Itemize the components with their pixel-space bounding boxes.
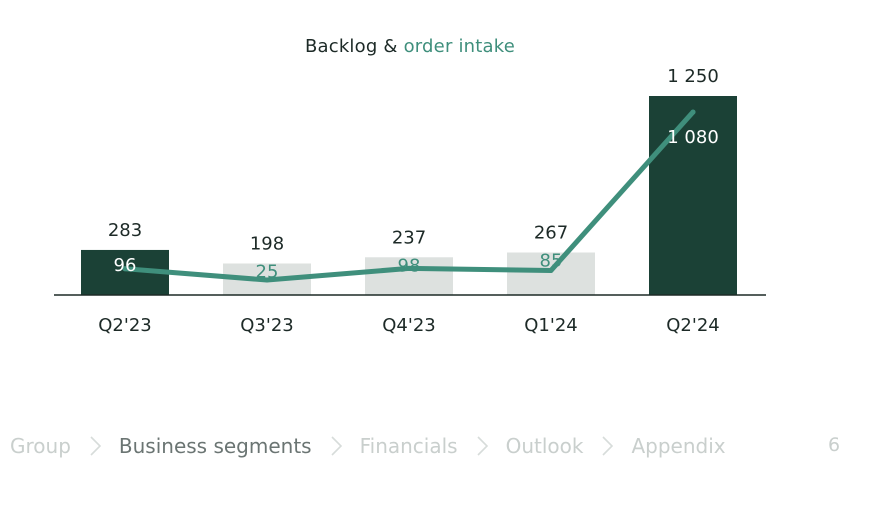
x-tick-label: Q2'24 <box>666 315 719 336</box>
breadcrumb-item-outlook[interactable]: Outlook <box>505 434 584 458</box>
order-intake-point-4 <box>690 109 696 115</box>
order-intake-value-label: 1 080 <box>667 127 719 148</box>
chevron-right-icon <box>477 436 488 456</box>
x-tick-label: Q2'23 <box>98 315 151 336</box>
order-intake-value-label: 98 <box>398 255 421 276</box>
backlog-value-label: 1 250 <box>667 66 719 87</box>
backlog-value-label: 283 <box>108 220 142 241</box>
backlog-value-label: 267 <box>534 222 568 243</box>
bar-4 <box>649 96 737 295</box>
order-intake-value-label: 96 <box>114 255 137 276</box>
order-intake-point-3 <box>548 267 554 273</box>
backlog-order-intake-chart: 283 198 237 267 1 250 96 25 98 85 1 080 Q2'23 Q3'23… <box>54 66 766 336</box>
order-intake-value-label: 25 <box>256 261 279 282</box>
chevron-right-icon <box>331 436 342 456</box>
bar-3 <box>507 252 595 295</box>
chart-title-part2: order intake <box>403 36 516 57</box>
order-intake-point-2 <box>406 265 412 271</box>
order-intake-value-label: 85 <box>540 250 563 271</box>
breadcrumb-item-group[interactable]: Group <box>10 434 71 458</box>
breadcrumb-item-business-segments[interactable]: Business segments <box>118 434 312 458</box>
page-number: 6 <box>828 434 841 456</box>
x-tick-label: Q1'24 <box>524 315 577 336</box>
order-intake-point-0 <box>122 266 128 272</box>
breadcrumb-item-financials[interactable]: Financials <box>359 434 458 458</box>
chart-title: Backlog & order intake <box>0 36 820 57</box>
x-tick-label: Q4'23 <box>382 315 435 336</box>
backlog-value-label: 237 <box>392 227 426 248</box>
breadcrumb-item-appendix[interactable]: Appendix <box>631 434 726 458</box>
x-tick-label: Q3'23 <box>240 315 293 336</box>
chevron-right-icon <box>602 436 614 456</box>
order-intake-point-1 <box>264 277 270 283</box>
bar-2 <box>365 257 453 295</box>
breadcrumb: Group Business segments Financials Outlo… <box>10 432 726 460</box>
chevron-right-icon <box>90 436 102 456</box>
chart-title-part1: Backlog & <box>304 36 404 57</box>
backlog-value-label: 198 <box>250 233 284 254</box>
